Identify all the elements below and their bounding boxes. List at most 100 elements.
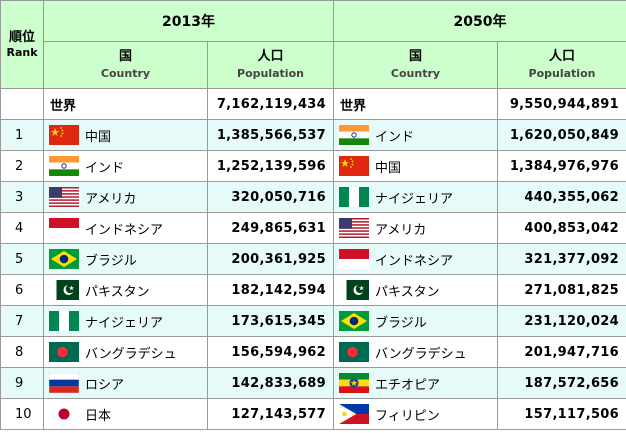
country-header-en: Country (390, 67, 441, 80)
world-label-2013: 世界 (43, 88, 208, 120)
country-cell-2050: ブラジル (333, 305, 498, 337)
population-cell-2013: 127,143,577 (207, 398, 334, 430)
world-rank-cell (0, 88, 44, 120)
population-cell-2013: 320,050,716 (207, 181, 334, 213)
table-row: 3 アメリカ 320,050,716 ナイジェリア 440,355,062 (0, 181, 626, 213)
country-header-jp: 国 (408, 49, 422, 64)
country-name-2050: フィリピン (375, 408, 440, 424)
india-flag-icon (339, 125, 369, 145)
indonesia-flag-icon (49, 218, 79, 238)
world-label-2050: 世界 (333, 88, 498, 120)
table-row: 9 ロシア 142,833,689 エチオピア 187,572,656 (0, 367, 626, 399)
country-name-2013: ナイジェリア (85, 315, 164, 331)
country-cell-2050: バングラデシュ (333, 336, 498, 368)
rank-header-jp: 順位 (8, 29, 35, 45)
population-cell-2013: 156,594,962 (207, 336, 334, 368)
country-cell-2050: アメリカ (333, 212, 498, 244)
year-2050-header: 2050年 (333, 0, 626, 42)
rank-cell: 5 (0, 243, 44, 275)
country-name-2013: 日本 (85, 408, 112, 424)
rank-header-en: Rank (6, 45, 38, 59)
country-name-2050: インド (375, 129, 415, 145)
table-row: 4 インドネシア 249,865,631 アメリカ 400,853,042 (0, 212, 626, 244)
country-cell-2013: パキスタン (43, 274, 208, 306)
population-header-jp: 人口 (548, 49, 575, 64)
population-cell-2050: 1,620,050,849 (497, 119, 626, 151)
rank-cell: 3 (0, 181, 44, 213)
population-header-en: Population (528, 67, 596, 80)
country-name-2050: インドネシア (375, 253, 454, 269)
rank-header: 順位 Rank (0, 0, 44, 89)
china-flag-icon (49, 125, 79, 145)
population-cell-2050: 201,947,716 (497, 336, 626, 368)
brazil-flag-icon (339, 311, 369, 331)
country-name-2050: バングラデシュ (375, 346, 467, 362)
table-row: 1 中国 1,385,566,537 インド 1,620,050,849 (0, 119, 626, 151)
population-cell-2050: 400,853,042 (497, 212, 626, 244)
world-population-2050: 9,550,944,891 (497, 88, 626, 120)
population-cell-2050: 231,120,024 (497, 305, 626, 337)
country-header-jp: 国 (118, 49, 132, 64)
country-cell-2013: インドネシア (43, 212, 208, 244)
russia-flag-icon (49, 373, 79, 393)
rank-cell: 2 (0, 150, 44, 182)
country-cell-2013: 中国 (43, 119, 208, 151)
country-name-2013: ロシア (85, 377, 125, 393)
bangladesh-flag-icon (339, 342, 369, 362)
rank-cell: 7 (0, 305, 44, 337)
population-cell-2050: 440,355,062 (497, 181, 626, 213)
table-row: 2 インド 1,252,139,596 中国 1,384,976,976 (0, 150, 626, 182)
population-cell-2013: 173,615,345 (207, 305, 334, 337)
country-name-2050: パキスタン (375, 284, 440, 300)
country-name-2050: アメリカ (375, 222, 427, 238)
country-name-2013: ブラジル (85, 253, 137, 269)
country-cell-2013: ロシア (43, 367, 208, 399)
country-cell-2013: アメリカ (43, 181, 208, 213)
population-cell-2013: 200,361,925 (207, 243, 334, 275)
indonesia-flag-icon (339, 249, 369, 269)
ethiopia-flag-icon (339, 373, 369, 393)
country-cell-2050: インド (333, 119, 498, 151)
country-name-2013: インドネシア (85, 222, 164, 238)
usa-flag-icon (339, 218, 369, 238)
country-header-en: Country (100, 67, 151, 80)
pakistan-flag-icon (339, 280, 369, 300)
pakistan-flag-icon (49, 280, 79, 300)
rank-cell: 4 (0, 212, 44, 244)
population-cell-2050: 1,384,976,976 (497, 150, 626, 182)
country-cell-2013: バングラデシュ (43, 336, 208, 368)
table-row: 7 ナイジェリア 173,615,345 ブラジル 231,120,024 (0, 305, 626, 337)
population-cell-2013: 182,142,594 (207, 274, 334, 306)
rank-cell: 10 (0, 398, 44, 430)
rank-cell: 6 (0, 274, 44, 306)
population-cell-2013: 142,833,689 (207, 367, 334, 399)
philippines-flag-icon (339, 404, 369, 424)
country-cell-2013: 日本 (43, 398, 208, 430)
world-population-2013: 7,162,119,434 (207, 88, 334, 120)
population-cell-2050: 187,572,656 (497, 367, 626, 399)
country-name-2013: 中国 (85, 129, 112, 145)
brazil-flag-icon (49, 249, 79, 269)
country-name-2013: パキスタン (85, 284, 150, 300)
china-flag-icon (339, 156, 369, 176)
country-name-2050: 中国 (375, 160, 402, 176)
country-cell-2050: パキスタン (333, 274, 498, 306)
population-header-2050: 人口 Population (497, 41, 626, 89)
population-cell-2050: 271,081,825 (497, 274, 626, 306)
population-cell-2013: 1,385,566,537 (207, 119, 334, 151)
population-cell-2013: 249,865,631 (207, 212, 334, 244)
country-name-2050: エチオピア (375, 377, 441, 393)
country-cell-2013: ブラジル (43, 243, 208, 275)
rank-cell: 1 (0, 119, 44, 151)
population-header-2013: 人口 Population (207, 41, 334, 89)
nigeria-flag-icon (339, 187, 369, 207)
year-2013-header: 2013年 (43, 0, 334, 42)
country-cell-2013: ナイジェリア (43, 305, 208, 337)
rank-cell: 9 (0, 367, 44, 399)
country-header-2050: 国 Country (333, 41, 498, 89)
table-row: 6 パキスタン 182,142,594 パキスタン 271,081,825 (0, 274, 626, 306)
country-cell-2050: フィリピン (333, 398, 498, 430)
nigeria-flag-icon (49, 311, 79, 331)
country-cell-2050: インドネシア (333, 243, 498, 275)
